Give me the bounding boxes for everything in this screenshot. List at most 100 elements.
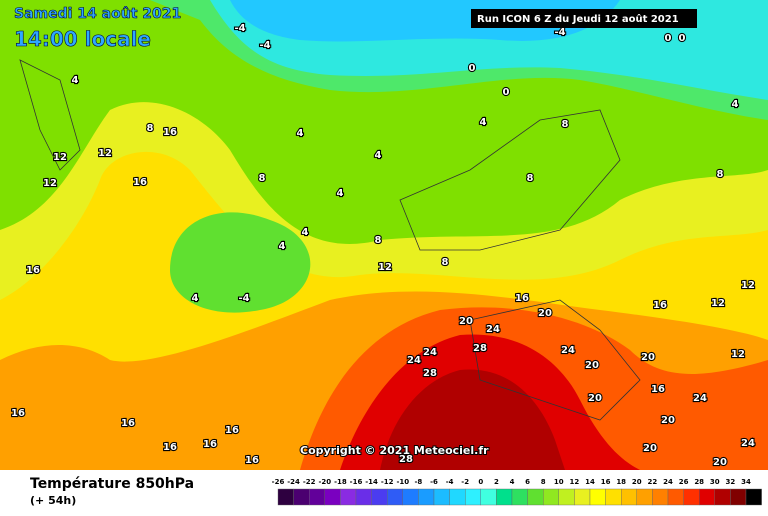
contour-label: 8	[717, 169, 724, 180]
contour-label: 16	[163, 127, 177, 138]
contour-label: 16	[653, 300, 667, 311]
run-box	[471, 9, 697, 28]
copyright: Copyright © 2021 Meteociel.fr	[300, 444, 489, 457]
colorbar-swatch	[511, 488, 528, 506]
colorbar-label: 22	[648, 478, 658, 486]
contour-label: 28	[423, 368, 437, 379]
contour-label: 4	[192, 293, 199, 304]
colorbar-swatch	[558, 488, 575, 506]
contour-label: 20	[661, 415, 675, 426]
colorbar-label: 30	[710, 478, 720, 486]
contour-label: 24	[561, 345, 575, 356]
contour-label: 8	[442, 257, 449, 268]
contour-label: 12	[731, 349, 745, 360]
run-info: Run ICON 6 Z du Jeudi 12 août 2021	[477, 13, 679, 25]
contour-label: 8	[259, 173, 266, 184]
colorbar-swatch	[745, 488, 762, 506]
contour-label: 16	[203, 439, 217, 450]
contour-label: 20	[643, 443, 657, 454]
colorbar-label: -26	[272, 478, 285, 486]
field-extreme	[380, 369, 565, 470]
contour-label: 16	[26, 265, 40, 276]
colorbar-label: -8	[415, 478, 423, 486]
contour-label: 8	[375, 235, 382, 246]
colorbar-swatch	[621, 488, 638, 506]
colorbar-swatch	[714, 488, 731, 506]
contour-label: 20	[588, 393, 602, 404]
contour-label: 20	[585, 360, 599, 371]
contour-label: 12	[741, 280, 755, 291]
contour-label: 0	[679, 33, 686, 44]
colorbar-label: 10	[554, 478, 564, 486]
footer-title: Température 850hPa	[30, 476, 194, 492]
contour-label: 0	[665, 33, 672, 44]
contour-label: 16	[11, 408, 25, 419]
colorbar-swatch	[730, 488, 747, 506]
contour-label: 12	[43, 178, 57, 189]
contour-label: 20	[713, 457, 727, 468]
colorbar-swatch	[309, 488, 326, 506]
contour-label: -4	[554, 27, 565, 38]
date: Samedi 14 août 2021	[14, 6, 181, 22]
colorbar-label: 14	[585, 478, 595, 486]
contour-label: 4	[732, 99, 739, 110]
colorbar-label: -20	[318, 478, 331, 486]
colorbar-swatch	[465, 488, 482, 506]
contour-label: 16	[225, 425, 239, 436]
contour-label: 16	[163, 442, 177, 453]
colorbar-swatch	[480, 488, 497, 506]
colorbar-swatch	[683, 488, 700, 506]
colorbar-swatch	[433, 488, 450, 506]
contour-label: 16	[121, 418, 135, 429]
contour-label: 4	[337, 188, 344, 199]
contour-label: 24	[423, 347, 437, 358]
contour-label: -4	[234, 23, 245, 34]
colorbar-label: 28	[694, 478, 704, 486]
contour-label: -4	[238, 293, 249, 304]
contour-label: 20	[641, 352, 655, 363]
colorbar-swatch	[355, 488, 372, 506]
footer-lead: (+ 54h)	[30, 494, 76, 507]
colorbar-swatch	[496, 488, 513, 506]
colorbar-label: -4	[446, 478, 454, 486]
contour-label: 4	[72, 75, 79, 86]
contour-label: 20	[538, 308, 552, 319]
contour-label: -4	[259, 40, 270, 51]
colorbar-label: 12	[570, 478, 580, 486]
colorbar-swatch	[371, 488, 388, 506]
contour-label: 4	[297, 128, 304, 139]
colorbar-label: 26	[679, 478, 689, 486]
contour-label: 16	[245, 455, 259, 466]
colorbar-swatch	[589, 488, 606, 506]
colorbar-label: 0	[478, 478, 483, 486]
contour-label: 12	[53, 152, 67, 163]
contour-label: 8	[147, 123, 154, 134]
colorbar-label: -14	[365, 478, 378, 486]
colorbar-label: 24	[663, 478, 673, 486]
colorbar-swatch	[667, 488, 684, 506]
contour-label: 4	[375, 150, 382, 161]
contour-label: 4	[480, 117, 487, 128]
time: 14:00 locale	[14, 27, 151, 51]
field-cool-pool	[170, 212, 311, 313]
contour-label: 0	[503, 87, 510, 98]
colorbar-swatch	[652, 488, 669, 506]
colorbar-label: 4	[510, 478, 515, 486]
contour-label: 24	[693, 393, 707, 404]
colorbar-swatch	[277, 488, 294, 506]
colorbar-label: 2	[494, 478, 499, 486]
contour-label: 8	[562, 119, 569, 130]
colorbar-label: -22	[303, 478, 316, 486]
colorbar-swatch	[527, 488, 544, 506]
colorbar-swatch	[636, 488, 653, 506]
colorbar-label: 18	[616, 478, 626, 486]
colorbar-swatch	[543, 488, 560, 506]
colorbar-label: 6	[525, 478, 530, 486]
colorbar-label: 8	[541, 478, 546, 486]
colorbar-label: 16	[601, 478, 611, 486]
colorbar-swatch	[340, 488, 357, 506]
contour-label: 12	[98, 148, 112, 159]
colorbar-label: 32	[726, 478, 736, 486]
contour-label: 0	[469, 63, 476, 74]
